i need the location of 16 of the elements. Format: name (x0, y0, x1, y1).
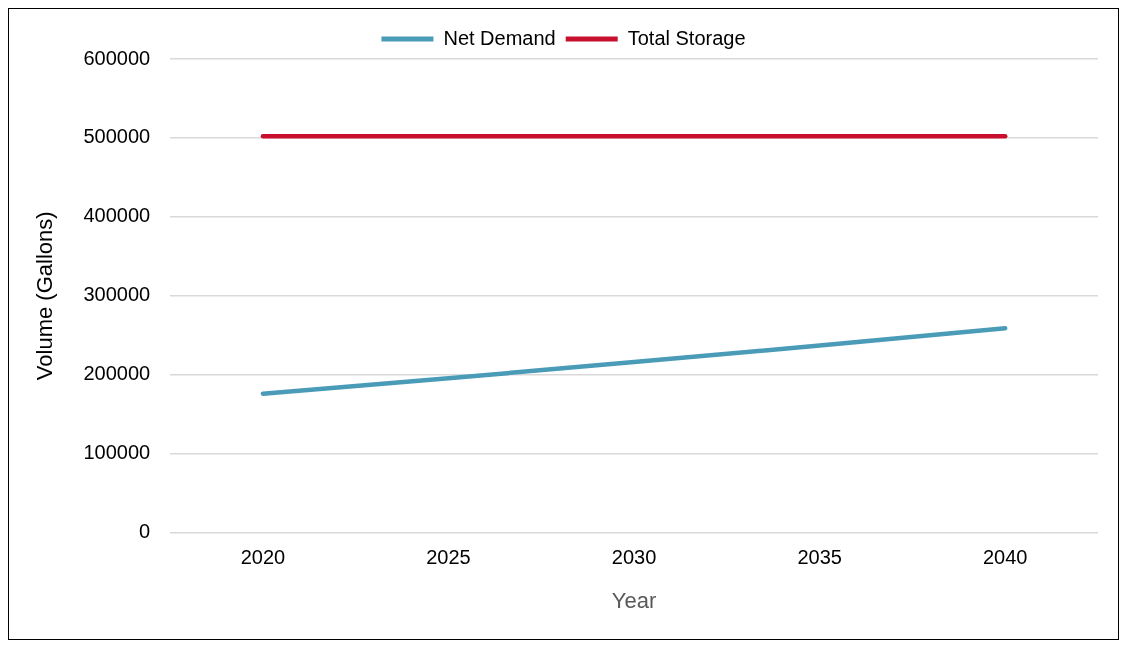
x-tick-label: 2030 (611, 546, 657, 569)
x-tick-label: 2035 (797, 546, 842, 569)
y-tick-label: 300000 (83, 283, 151, 306)
legend-label: Net Demand (443, 26, 556, 49)
x-tick-label: 2020 (240, 546, 286, 569)
y-tick-label: 200000 (83, 362, 151, 385)
y-tick-label: 600000 (83, 46, 151, 69)
x-axis-title: Year (611, 587, 657, 613)
y-tick-label: 500000 (83, 125, 151, 148)
x-tick-label: 2040 (982, 546, 1028, 569)
y-tick-label: 100000 (83, 441, 151, 464)
y-tick-label: 0 (139, 520, 151, 543)
y-axis-title: Volume (Gallons) (32, 211, 58, 381)
x-tick-label: 2025 (426, 546, 471, 569)
legend-label: Total Storage (627, 26, 746, 49)
y-tick-label: 400000 (83, 204, 151, 227)
